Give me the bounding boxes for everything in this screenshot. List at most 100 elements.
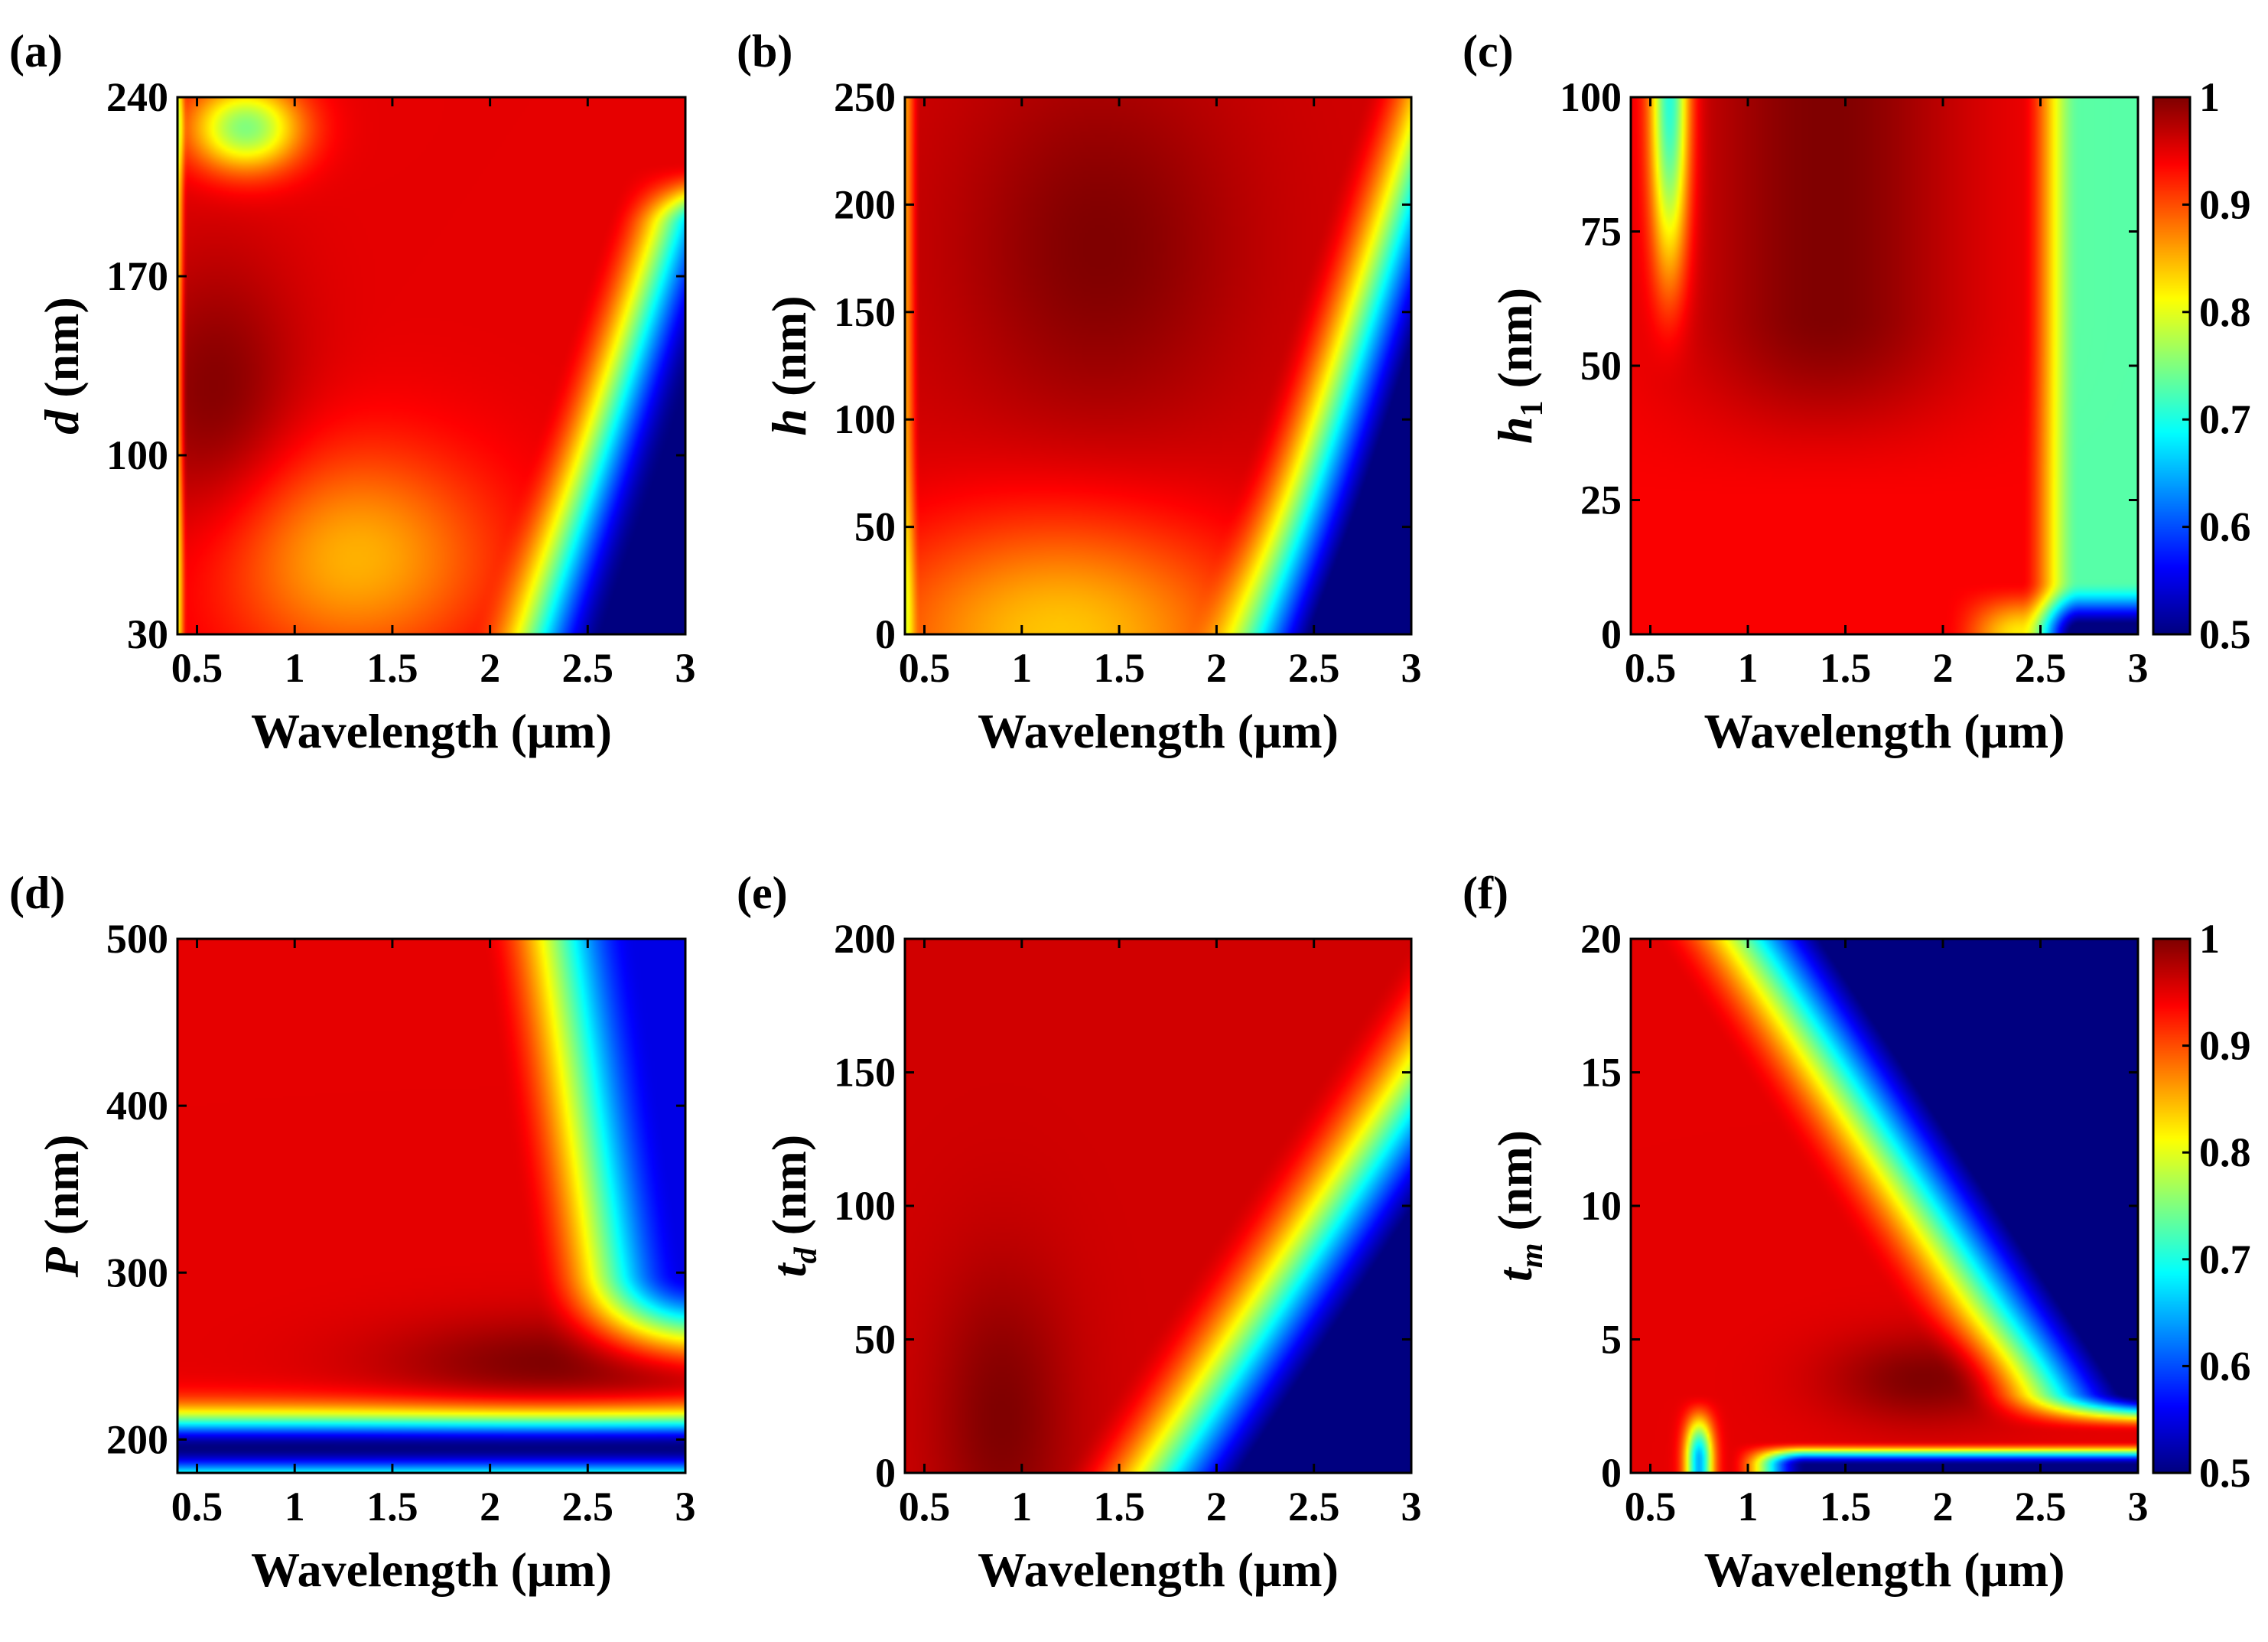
- y-tick-label: 200: [106, 1416, 168, 1462]
- panel-b: 0.5 1 1.5 2 2.5 3 0 50 100 150 200 250 Wavelength (μ…: [737, 26, 1422, 758]
- y-tick-label: 150: [834, 289, 896, 335]
- panel-a: 0.5 1 1.5 2 2.5 3 30 100 170 240 Wavelength (μm) d …: [9, 26, 696, 758]
- x-tick-label: 2: [1933, 1484, 1954, 1530]
- colorbar-tick-label: 0.8: [2199, 1129, 2251, 1175]
- x-axis-label: Wavelength (μm): [978, 1543, 1339, 1597]
- y-axis-unit: (nm): [1488, 1130, 1542, 1243]
- x-tick-label: 2.5: [1288, 1484, 1340, 1530]
- colorbar-tick-label: 0.6: [2199, 504, 2251, 550]
- panel-d: 0.5 1 1.5 2 2.5 3 200 300 400 500 Wavelength (μm) P…: [9, 868, 696, 1597]
- y-axis-subscript: m: [1515, 1243, 1550, 1269]
- y-tick-label: 25: [1580, 477, 1622, 523]
- y-axis-label: h (nm): [762, 295, 816, 435]
- heatmap-image: [177, 939, 685, 1473]
- x-tick-label: 1: [1011, 645, 1032, 691]
- x-tick-label: 1.5: [1820, 1484, 1872, 1530]
- x-tick-label: 0.5: [899, 645, 951, 691]
- panel-label: (e): [737, 868, 788, 918]
- x-axis-label: Wavelength (μm): [978, 704, 1339, 758]
- axes-frame: [176, 937, 687, 1474]
- x-tick-label: 1.5: [366, 1484, 418, 1530]
- colorbar-tick-label: 0.8: [2199, 289, 2251, 335]
- panel-e: 0.5 1 1.5 2 2.5 3 0 50 100 150 200 Wavelength (μm) t…: [737, 868, 1422, 1597]
- x-tick-label: 0.5: [1625, 1484, 1677, 1530]
- x-tick-label: 1: [285, 1484, 305, 1530]
- y-tick-label: 300: [106, 1249, 168, 1295]
- y-axis-unit: (nm): [762, 295, 816, 409]
- x-tick-label: 2: [1206, 1484, 1227, 1530]
- y-tick-label: 500: [106, 916, 168, 962]
- x-tick-label: 3: [1401, 645, 1422, 691]
- x-tick-label: 1.5: [366, 645, 418, 691]
- colorbar-tick-label: 0.7: [2199, 1236, 2251, 1282]
- x-tick-label: 1: [1738, 1484, 1759, 1530]
- y-tick-label: 100: [1560, 74, 1622, 120]
- y-axis-variable: h: [762, 409, 816, 436]
- x-tick-label: 2.5: [2015, 1484, 2067, 1530]
- x-tick-label: 2.5: [2015, 645, 2067, 691]
- colorbar-1: 1 0.9 0.8 0.7 0.6 0.5: [2152, 74, 2251, 657]
- x-axis-label: Wavelength (μm): [1704, 704, 2065, 758]
- colorbar-2: 1 0.9 0.8 0.7 0.6 0.5: [2152, 916, 2251, 1496]
- y-tick-label: 50: [854, 1317, 896, 1363]
- y-tick-label: 200: [834, 181, 896, 227]
- x-tick-label: 3: [675, 645, 696, 691]
- x-tick-label: 2.5: [1288, 645, 1340, 691]
- colorbar-tick-label: 0.9: [2199, 1023, 2251, 1069]
- x-axis-label: Wavelength (μm): [1704, 1543, 2065, 1597]
- y-tick-label: 30: [127, 611, 168, 657]
- colorbar-tick-label: 0.6: [2199, 1343, 2251, 1389]
- y-tick-label: 240: [106, 74, 168, 120]
- x-tick-label: 0.5: [899, 1484, 951, 1530]
- axes-frame: [176, 96, 687, 636]
- y-axis-variable: t: [1488, 1266, 1542, 1282]
- colorbar-gradient: [2153, 97, 2190, 634]
- y-tick-label: 15: [1580, 1050, 1622, 1096]
- x-tick-label: 1.5: [1820, 645, 1872, 691]
- colorbar-frame: [2152, 937, 2192, 1474]
- colorbar-tick-label: 1: [2199, 916, 2220, 962]
- y-axis-subscript: 1: [1515, 400, 1550, 416]
- y-axis-label: td (nm): [762, 1135, 824, 1277]
- y-tick-label: 0: [875, 1450, 896, 1496]
- y-tick-label: 75: [1580, 209, 1622, 255]
- y-tick-label: 100: [834, 1183, 896, 1229]
- panel-label: (b): [737, 26, 792, 77]
- y-tick-label: 20: [1580, 916, 1622, 962]
- y-tick-label: 400: [106, 1083, 168, 1129]
- y-axis-unit: (nm): [34, 1135, 89, 1248]
- y-tick-label: 250: [834, 74, 896, 120]
- panel-f: 0.5 1 1.5 2 2.5 3 0 5 10 15 20 Wavelength (μm) tm (n…: [1463, 868, 2149, 1597]
- heatmap-image: [905, 939, 1411, 1473]
- y-tick-label: 0: [1601, 1450, 1622, 1496]
- colorbar-tick-label: 0.5: [2199, 1450, 2251, 1496]
- panel-c: 0.5 1 1.5 2 2.5 3 0 25 50 75 100 Wavelength (μm) h1 …: [1463, 26, 2149, 758]
- x-tick-label: 1: [1011, 1484, 1032, 1530]
- colorbar-tick-label: 0.9: [2199, 181, 2251, 227]
- y-axis-subscript: d: [789, 1246, 824, 1263]
- colorbar-tick-label: 0.5: [2199, 611, 2251, 657]
- x-tick-label: 3: [1401, 1484, 1422, 1530]
- y-axis-unit: (nm): [1488, 288, 1542, 401]
- x-tick-label: 0.5: [171, 1484, 223, 1530]
- x-tick-label: 2: [1206, 645, 1227, 691]
- y-tick-label: 50: [1580, 343, 1622, 389]
- heatmap-image: [905, 97, 1411, 634]
- x-axis-label: Wavelength (μm): [251, 1543, 612, 1597]
- axes-frame: [903, 96, 1413, 636]
- x-tick-label: 3: [2128, 1484, 2149, 1530]
- x-tick-label: 3: [675, 1484, 696, 1530]
- panel-label: (d): [9, 868, 65, 918]
- y-tick-label: 0: [875, 611, 896, 657]
- x-tick-label: 0.5: [171, 645, 223, 691]
- y-axis-unit: (nm): [762, 1135, 816, 1248]
- x-tick-label: 2.5: [562, 1484, 614, 1530]
- y-tick-label: 50: [854, 504, 896, 550]
- x-tick-label: 2: [480, 645, 500, 691]
- y-axis-unit: (nm): [34, 297, 89, 410]
- panel-label: (a): [9, 26, 63, 77]
- y-tick-label: 150: [834, 1050, 896, 1096]
- x-tick-label: 1: [1738, 645, 1759, 691]
- heatmap-image: [1631, 939, 2138, 1473]
